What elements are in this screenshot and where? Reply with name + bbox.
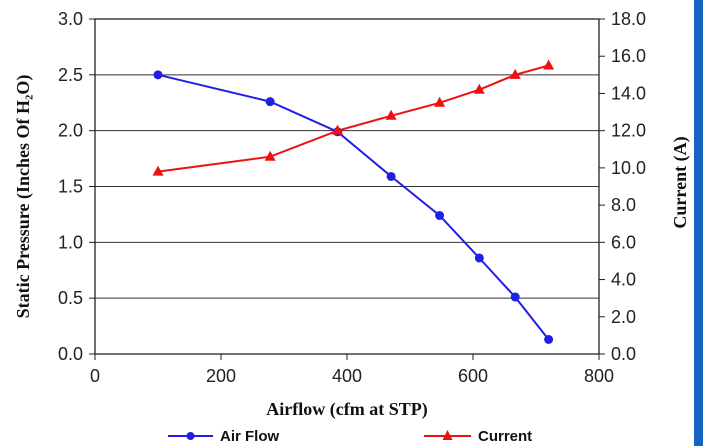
- legend-marker-air-flow: [186, 432, 195, 440]
- data-point-air-flow: [544, 334, 554, 344]
- legend: Air Flow Current: [168, 428, 532, 445]
- legend-item-current: Current: [424, 428, 532, 445]
- data-point-current: [152, 165, 164, 176]
- data-point-air-flow: [386, 171, 396, 181]
- series-line-current: [157, 64, 549, 173]
- data-point-current: [509, 68, 521, 79]
- right-y-tick-label: 4.0: [611, 270, 636, 290]
- data-point-current: [332, 124, 344, 135]
- data-point-air-flow: [435, 211, 445, 221]
- data-point-current: [543, 59, 555, 70]
- right-y-tick-label: 18.0: [611, 9, 646, 29]
- right-y-tick-label: 16.0: [611, 46, 646, 66]
- left-y-tick-label: 0.5: [58, 288, 83, 308]
- left-y-tick-label: 1.5: [58, 177, 83, 197]
- left-y-axis-title: Static Pressure (Inches Of H₂O): [13, 75, 34, 319]
- right-y-tick-label: 8.0: [611, 195, 636, 215]
- legend-label-air-flow: Air Flow: [220, 428, 279, 445]
- left-y-tick-label: 1.0: [58, 232, 83, 252]
- legend-label-current: Current: [478, 428, 532, 445]
- data-point-air-flow: [474, 253, 484, 263]
- left-y-tick-label: 2.5: [58, 65, 83, 85]
- left-y-axis-ticks: 0.0 0.5 1.0 1.5 2.0 2.5 3.0: [58, 9, 95, 364]
- x-tick-label: 800: [584, 366, 614, 386]
- x-tick-label: 400: [332, 366, 362, 386]
- x-axis-ticks: 0 200 400 600 800: [90, 354, 614, 386]
- x-tick-label: 200: [206, 366, 236, 386]
- right-y-tick-label: 14.0: [611, 83, 646, 103]
- right-y-tick-label: 10.0: [611, 158, 646, 178]
- right-y-tick-label: 6.0: [611, 232, 636, 252]
- data-point-air-flow: [265, 97, 275, 107]
- series-air-flow: [153, 70, 554, 344]
- legend-item-air-flow: Air Flow: [168, 428, 279, 445]
- legend-marker-current: [442, 430, 453, 440]
- right-y-tick-label: 2.0: [611, 307, 636, 327]
- series-line-air-flow: [157, 73, 550, 341]
- right-y-tick-label: 12.0: [611, 121, 646, 141]
- right-y-axis-ticks: 0.0 2.0 4.0 6.0 8.0 10.0 12.0 14.0 16.0 18.0: [599, 9, 646, 364]
- right-y-axis-title: Current (A): [670, 136, 691, 228]
- data-point-current: [473, 83, 485, 94]
- data-point-air-flow: [153, 70, 163, 80]
- window-edge-strip: [694, 0, 703, 446]
- left-y-tick-label: 0.0: [58, 344, 83, 364]
- left-y-tick-label: 3.0: [58, 9, 83, 29]
- x-axis-title: Airflow (cfm at STP): [266, 399, 427, 420]
- data-point-current: [434, 96, 446, 107]
- x-tick-label: 600: [458, 366, 488, 386]
- series-current: [152, 59, 555, 176]
- data-point-current: [264, 150, 276, 161]
- series-layer: [152, 59, 555, 344]
- left-y-tick-label: 2.0: [58, 121, 83, 141]
- right-y-tick-label: 0.0: [611, 344, 636, 364]
- data-point-air-flow: [510, 292, 520, 302]
- x-tick-label: 0: [90, 366, 100, 386]
- gridlines: [95, 18, 599, 355]
- data-point-current: [385, 109, 397, 120]
